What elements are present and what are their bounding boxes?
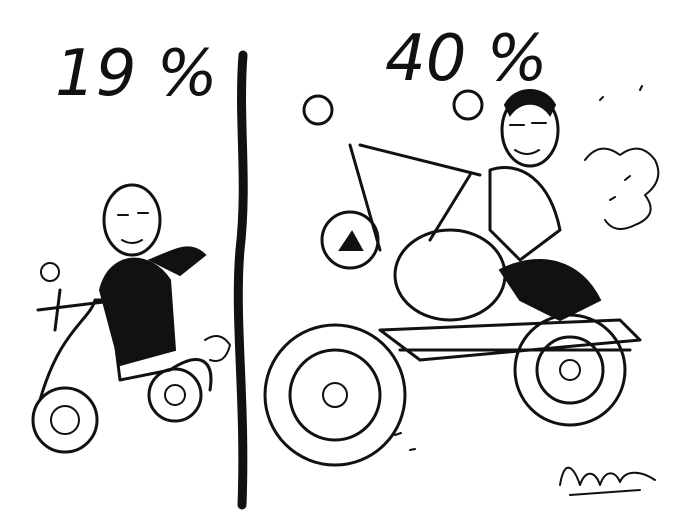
cartoon: 19 % 40 % [0, 0, 691, 517]
divider [238, 55, 243, 505]
right-percentage: 40 % [385, 22, 548, 96]
left-percentage: 19 % [55, 37, 218, 111]
page: 19 % 40 % [0, 0, 691, 517]
